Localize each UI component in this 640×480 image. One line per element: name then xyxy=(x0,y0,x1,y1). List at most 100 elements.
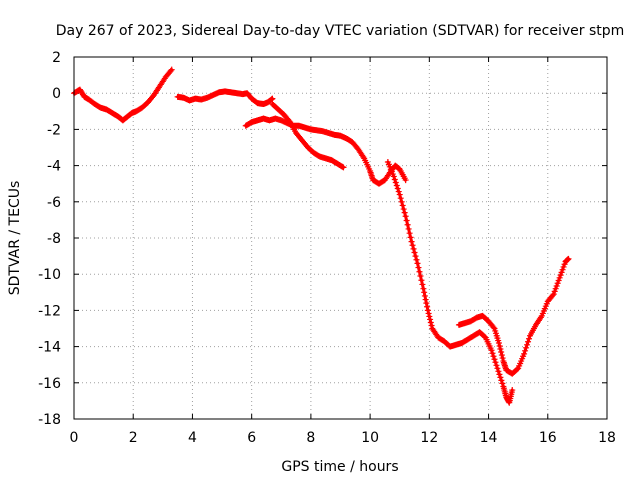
data-point xyxy=(393,182,400,189)
data-point xyxy=(525,338,532,345)
data-point xyxy=(498,349,505,356)
x-tick-label: 4 xyxy=(188,430,197,446)
x-tick-label: 6 xyxy=(247,430,256,446)
data-point xyxy=(514,366,521,373)
plot-border xyxy=(73,56,608,420)
data-point xyxy=(417,273,424,280)
data-point xyxy=(553,282,560,289)
data-point xyxy=(410,245,417,252)
y-tick-label: -16 xyxy=(38,376,61,392)
data-point xyxy=(565,255,572,262)
data-point xyxy=(522,347,529,354)
data-point xyxy=(499,380,506,387)
data-point xyxy=(555,277,562,284)
data-point xyxy=(419,281,426,288)
data-point xyxy=(400,206,407,213)
data-point xyxy=(490,353,497,360)
x-tick-label: 16 xyxy=(539,430,557,446)
y-tick-label: 2 xyxy=(52,50,61,66)
data-point xyxy=(558,269,565,276)
data-point xyxy=(496,371,503,378)
data-points xyxy=(71,66,572,406)
data-point xyxy=(497,346,504,353)
data-point xyxy=(552,285,559,292)
data-point xyxy=(392,179,399,186)
y-tick-label: -14 xyxy=(38,340,61,356)
data-point xyxy=(420,285,427,292)
data-point xyxy=(493,362,500,369)
data-point xyxy=(399,202,406,209)
data-point xyxy=(492,359,499,366)
data-point xyxy=(168,66,175,73)
x-tick-label: 8 xyxy=(306,430,315,446)
data-point xyxy=(397,195,404,202)
y-tick-label: -10 xyxy=(38,267,61,283)
y-tick-label: -2 xyxy=(47,122,61,138)
data-point xyxy=(413,256,420,263)
data-point xyxy=(498,377,505,384)
data-point xyxy=(489,350,496,357)
x-tick-label: 0 xyxy=(70,430,79,446)
data-point xyxy=(402,177,409,184)
data-point xyxy=(401,209,408,216)
data-point xyxy=(396,191,403,198)
data-point xyxy=(509,387,516,394)
y-axis-label: SDTVAR / TECUs xyxy=(7,181,23,296)
data-point xyxy=(268,96,275,103)
data-point xyxy=(559,266,566,273)
chart-title: Day 267 of 2023, Sidereal Day-to-day VTE… xyxy=(56,23,625,39)
y-tick-label: -6 xyxy=(47,195,61,211)
data-point xyxy=(394,185,401,192)
data-point xyxy=(414,260,421,267)
data-point xyxy=(498,352,505,359)
data-point xyxy=(524,341,531,348)
data-point xyxy=(418,277,425,284)
data-point xyxy=(495,368,502,375)
data-point xyxy=(424,307,431,314)
data-point xyxy=(428,322,435,329)
y-tick-label: -12 xyxy=(38,303,61,319)
data-point xyxy=(481,333,488,340)
data-point xyxy=(391,176,398,183)
y-tick-label: 0 xyxy=(52,86,61,102)
data-point xyxy=(423,300,430,307)
data-point xyxy=(339,163,346,170)
data-point xyxy=(427,319,434,326)
data-point xyxy=(561,261,568,268)
data-point xyxy=(398,198,405,205)
data-point xyxy=(422,296,429,303)
data-point xyxy=(404,221,411,228)
y-tick-labels: 2 0 -2 -4 -6 -8 -10 -12 -14 -16 -18 xyxy=(38,50,61,428)
data-point xyxy=(408,238,415,245)
data-point xyxy=(415,264,422,271)
x-axis-label: GPS time / hours xyxy=(281,459,398,475)
data-point xyxy=(426,313,433,320)
data-point xyxy=(490,324,497,331)
data-point xyxy=(560,263,567,270)
data-point xyxy=(427,316,434,323)
x-tick-label: 10 xyxy=(361,430,379,446)
data-point xyxy=(406,230,413,237)
data-point xyxy=(390,173,397,180)
data-point xyxy=(403,217,410,224)
data-point xyxy=(405,225,412,232)
data-point xyxy=(402,213,409,220)
grid xyxy=(74,57,607,419)
data-point xyxy=(488,347,495,354)
data-point xyxy=(497,374,504,381)
data-point xyxy=(551,288,558,295)
data-point xyxy=(491,356,498,363)
data-point xyxy=(395,188,402,195)
data-point xyxy=(412,253,419,260)
x-tick-label: 14 xyxy=(480,430,498,446)
x-tick-labels: 0 2 4 6 8 10 12 14 16 18 xyxy=(70,430,616,446)
data-point xyxy=(496,342,503,349)
data-point xyxy=(269,95,276,102)
data-point xyxy=(409,242,416,249)
data-point xyxy=(554,280,561,287)
x-tick-label: 18 xyxy=(598,430,616,446)
x-tick-label: 12 xyxy=(420,430,438,446)
data-point xyxy=(416,268,423,275)
